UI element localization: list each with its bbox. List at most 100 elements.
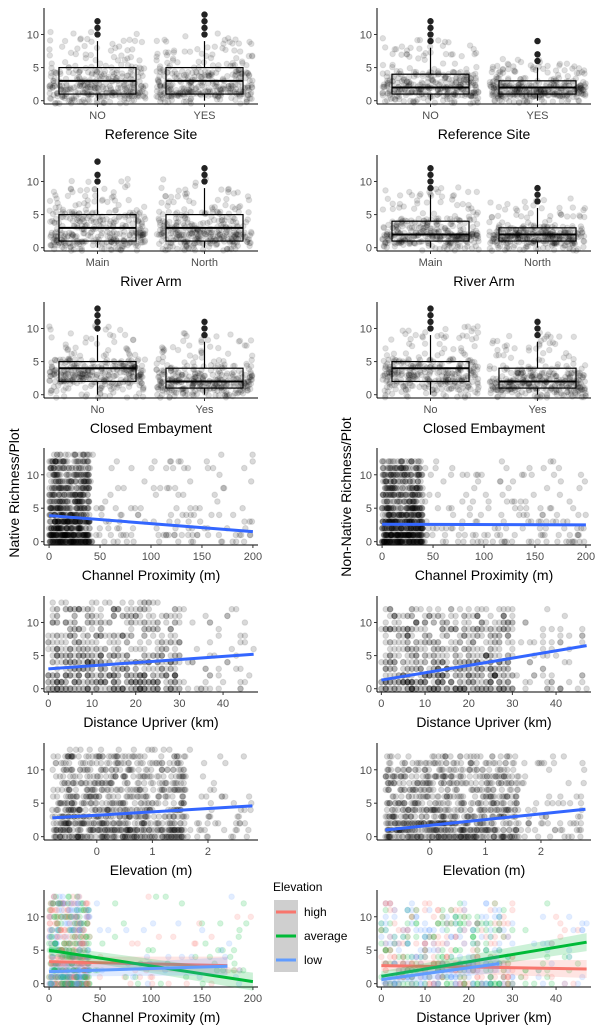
- data-point: [223, 370, 231, 377]
- y-tick-label: 0: [33, 243, 39, 255]
- y-tick-label: 10: [27, 29, 39, 41]
- data-point: [167, 458, 175, 465]
- data-point: [494, 62, 501, 70]
- data-point: [100, 99, 108, 106]
- data-point: [67, 49, 75, 57]
- data-point: [126, 83, 134, 90]
- data-point: [198, 336, 205, 344]
- data-point: [538, 392, 546, 399]
- data-point: [82, 85, 90, 92]
- data-point: [246, 77, 253, 85]
- outlier-point: [94, 325, 101, 332]
- data-point: [175, 491, 182, 499]
- data-point: [118, 242, 126, 250]
- data-point: [47, 28, 54, 36]
- data-point: [112, 504, 119, 512]
- data-point: [494, 337, 501, 345]
- data-point: [383, 97, 391, 104]
- data-point: [203, 458, 211, 465]
- data-point: [224, 350, 232, 358]
- data-point: [174, 346, 182, 354]
- data-point: [54, 92, 61, 100]
- data-point: [499, 373, 506, 380]
- data-point: [390, 350, 398, 358]
- data-point: [61, 538, 69, 546]
- data-point: [531, 392, 539, 400]
- data-point: [573, 69, 581, 77]
- data-point: [47, 81, 54, 89]
- x-tick-label: 100: [142, 551, 160, 563]
- data-point: [78, 215, 86, 223]
- data-point: [221, 364, 228, 371]
- data-point: [229, 59, 237, 67]
- data-point: [67, 84, 74, 92]
- data-point: [121, 95, 128, 102]
- data-point: [245, 196, 253, 204]
- data-point: [47, 73, 55, 80]
- outlier-point: [201, 178, 208, 185]
- data-point: [445, 39, 452, 46]
- data-point: [192, 179, 199, 186]
- data-point: [127, 68, 134, 76]
- data-point: [170, 49, 178, 56]
- data-point: [169, 464, 177, 472]
- data-point: [507, 354, 515, 362]
- data-point: [563, 388, 571, 396]
- data-point: [82, 339, 89, 346]
- outlier-point: [534, 191, 541, 198]
- data-point: [234, 81, 242, 88]
- data-point: [186, 48, 194, 56]
- data-point: [186, 352, 194, 359]
- data-point: [522, 91, 530, 99]
- data-point: [101, 538, 108, 546]
- outlier-point: [427, 318, 434, 326]
- data-point: [246, 518, 253, 525]
- data-point: [186, 478, 194, 485]
- data-point: [70, 84, 78, 91]
- data-point: [435, 381, 442, 388]
- data-point: [115, 525, 123, 532]
- x-axis-label: Channel Proximity (m): [415, 567, 553, 583]
- data-point: [116, 100, 124, 107]
- data-point: [396, 200, 404, 208]
- data-point: [124, 175, 131, 183]
- x-tick-label: No: [90, 404, 104, 416]
- data-point: [181, 330, 189, 337]
- data-point: [98, 73, 106, 80]
- data-point: [61, 94, 68, 102]
- data-point: [100, 352, 108, 360]
- data-point: [107, 218, 114, 225]
- data-point: [404, 393, 411, 401]
- data-point: [63, 525, 71, 532]
- data-point: [445, 238, 452, 246]
- data-point: [76, 82, 84, 90]
- data-point: [162, 464, 170, 472]
- data-point: [204, 336, 212, 344]
- data-point: [129, 220, 136, 227]
- data-point: [575, 97, 583, 105]
- data-point: [453, 201, 461, 209]
- data-point: [56, 100, 63, 107]
- data-point: [46, 46, 53, 53]
- data-point: [383, 352, 391, 359]
- data-point: [574, 369, 581, 377]
- data-point: [153, 57, 160, 64]
- data-point: [509, 385, 516, 393]
- data-point: [69, 69, 77, 77]
- data-point: [84, 215, 91, 222]
- data-point: [462, 387, 470, 394]
- outlier-point: [427, 31, 434, 38]
- data-point: [414, 36, 421, 44]
- data-point: [551, 382, 559, 389]
- data-point: [464, 243, 471, 250]
- data-point: [504, 200, 511, 208]
- data-point: [47, 242, 55, 249]
- data-point: [213, 333, 220, 340]
- data-point: [110, 73, 117, 80]
- y-tick-label: 10: [27, 176, 39, 188]
- data-point: [138, 38, 146, 46]
- data-point: [140, 213, 148, 221]
- data-point: [558, 97, 566, 105]
- data-point: [53, 387, 60, 395]
